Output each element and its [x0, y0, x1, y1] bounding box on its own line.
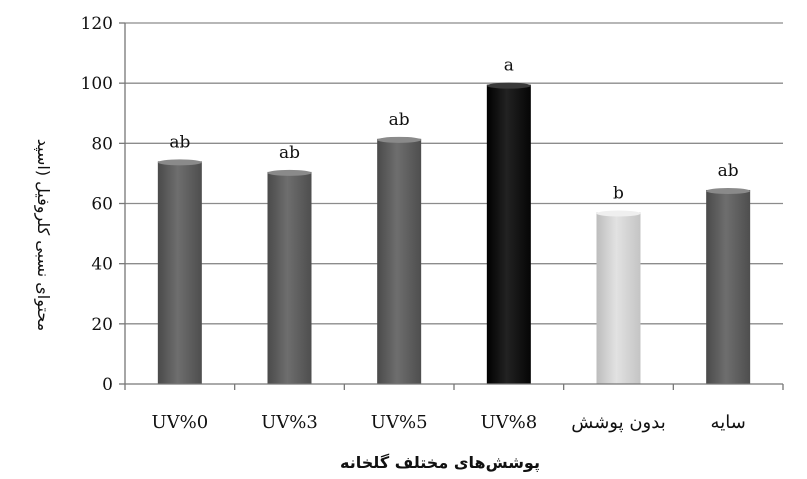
y-tick-label: 120 — [81, 14, 113, 34]
bar-body — [157, 161, 202, 384]
bar-5 — [596, 210, 641, 384]
bar-cap — [267, 169, 312, 176]
bar-6 — [706, 187, 751, 384]
bar-2 — [267, 169, 312, 384]
bar-cap — [706, 187, 751, 194]
axes — [119, 22, 784, 390]
data-label: ab — [718, 161, 739, 181]
gridlines — [125, 22, 783, 325]
data-label: ab — [279, 143, 300, 163]
y-tick-label: 80 — [91, 134, 113, 154]
bar-body — [267, 171, 312, 384]
bar-1 — [157, 159, 202, 384]
data-label: ab — [389, 110, 410, 130]
y-tick-label: 100 — [81, 74, 113, 94]
x-axis-title: پوشش‌های مختلف گلخانه — [340, 453, 540, 473]
y-tick-label: 40 — [91, 255, 113, 275]
bar-cap — [157, 159, 202, 166]
bar-4 — [486, 82, 531, 384]
x-tick-label: UV%8 — [480, 412, 537, 433]
x-tick-label: UV%5 — [371, 412, 428, 433]
bars — [157, 82, 751, 384]
bar-body — [486, 84, 531, 384]
bar-body — [706, 189, 751, 384]
bar-body — [596, 212, 641, 384]
x-tick-label: UV%0 — [151, 412, 208, 433]
y-axis-title: محتوای نسبی کلروفیل (اسپد — [33, 139, 53, 332]
bar-body — [377, 138, 422, 384]
x-tick-label: بدون پوشش — [571, 412, 665, 433]
bar-cap — [486, 82, 531, 89]
labels: 0 20 40 60 80 100 120 ab UV%0 ab UV%3 ab UV%5 a UV%8 b ب… — [81, 14, 746, 433]
bar-cap — [596, 210, 641, 217]
data-label: ab — [169, 132, 190, 152]
bar-cap — [377, 136, 422, 143]
data-label: b — [613, 184, 624, 204]
y-tick-label: 0 — [102, 375, 113, 395]
y-tick-label: 60 — [91, 195, 113, 215]
x-tick-label: UV%3 — [261, 412, 318, 433]
bar-3 — [377, 136, 422, 384]
data-label: a — [504, 56, 514, 76]
y-tick-label: 20 — [91, 315, 113, 335]
x-tick-label: سایه — [711, 412, 746, 433]
